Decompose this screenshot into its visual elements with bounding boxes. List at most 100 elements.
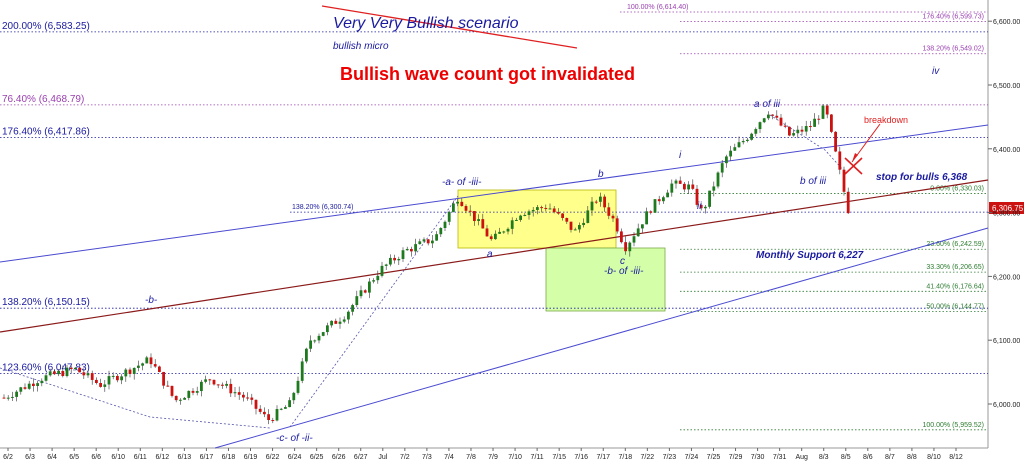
wave-label-minor-b: -b-	[145, 295, 158, 306]
price-tick-label: 6,200.00	[993, 274, 1020, 281]
time-tick-label: Aug	[795, 454, 808, 461]
candle-up	[187, 391, 190, 398]
candle-up	[792, 133, 795, 135]
time-tick-label: 7/16	[574, 454, 588, 461]
candle-up	[389, 258, 392, 265]
candle-down	[91, 373, 94, 380]
candle-down	[830, 114, 833, 131]
candle-down	[99, 383, 102, 387]
candle-down	[250, 398, 253, 400]
time-tick-label: 7/10	[508, 454, 522, 461]
time-tick-label: 6/12	[156, 454, 170, 461]
time-tick-label: 6/27	[354, 454, 368, 461]
candle-up	[15, 392, 18, 397]
candle-up	[368, 282, 371, 293]
candle-down	[603, 197, 606, 208]
candle-down	[53, 371, 56, 374]
candle-down	[242, 395, 245, 398]
candle-up	[276, 409, 279, 420]
candle-down	[565, 218, 568, 222]
candle-down	[175, 396, 178, 400]
candle-up	[439, 228, 442, 234]
candle-up	[528, 211, 531, 215]
candle-up	[435, 234, 438, 240]
candle-up	[502, 231, 505, 232]
candle-up	[103, 384, 106, 386]
candle-down	[771, 115, 774, 116]
candle-down	[364, 290, 367, 292]
wave-label-ii: ii	[697, 201, 702, 212]
fib-level-label: 138.20% (6,300.74)	[292, 204, 354, 211]
candle-down	[238, 392, 241, 395]
time-tick-label: 7/31	[773, 454, 787, 461]
time-tick-label: 6/26	[332, 454, 346, 461]
candle-up	[507, 229, 510, 232]
candle-up	[45, 375, 48, 380]
price-tick-label: 6,100.00	[993, 338, 1020, 345]
fib-level-label: 176.40% (6,599.73)	[923, 13, 985, 20]
candle-up	[372, 280, 375, 281]
price-tick-label: 6,400.00	[993, 147, 1020, 154]
fib-level-label: 200.00% (6,583.25)	[2, 21, 90, 32]
price-tick-label: 6,500.00	[993, 83, 1020, 90]
candle-down	[834, 132, 837, 152]
candle-up	[49, 371, 52, 375]
candle-up	[754, 129, 757, 134]
candle-down	[171, 386, 174, 396]
candle-up	[628, 243, 631, 252]
candle-up	[66, 368, 69, 376]
candle-up	[578, 225, 581, 229]
monthly-support-label: Monthly Support 6,227	[756, 250, 864, 261]
candle-down	[263, 412, 266, 414]
time-tick-label: 7/11	[531, 454, 544, 461]
time-tick-label: 8/7	[885, 454, 895, 461]
candle-down	[784, 126, 787, 127]
candle-up	[763, 118, 766, 122]
candle-down	[154, 364, 157, 366]
candle-down	[595, 202, 598, 203]
candle-up	[582, 223, 585, 225]
candle-up	[738, 142, 741, 147]
fib-level-label: 100.00% (6,614.40)	[627, 4, 689, 11]
candle-down	[620, 231, 623, 242]
time-tick-label: 8/10	[927, 454, 941, 461]
candle-up	[431, 241, 434, 244]
time-tick-label: 7/23	[663, 454, 677, 461]
time-tick-label: 6/13	[178, 454, 192, 461]
candle-up	[742, 141, 745, 142]
time-tick-label: 7/15	[552, 454, 566, 461]
candle-up	[511, 220, 514, 229]
candle-up	[733, 147, 736, 151]
price-tick-label: 6,000.00	[993, 402, 1020, 409]
wave-label-a-of-iii-upper: a of iii	[754, 99, 781, 110]
candle-down	[246, 397, 249, 398]
candle-down	[817, 119, 820, 120]
time-tick-label: 6/24	[288, 454, 302, 461]
candle-up	[452, 204, 455, 212]
candle-up	[645, 211, 648, 224]
time-tick-label: 6/5	[69, 454, 79, 461]
candle-down	[61, 371, 64, 376]
candle-up	[444, 222, 447, 228]
candle-up	[297, 381, 300, 393]
candle-up	[347, 312, 350, 320]
candle-down	[683, 184, 686, 190]
fib-level-label: 33.30% (6,206.65)	[926, 264, 984, 271]
candle-up	[456, 202, 459, 204]
candle-up	[725, 156, 728, 163]
candle-up	[549, 208, 552, 209]
candle-down	[691, 185, 694, 189]
candle-down	[465, 206, 468, 211]
time-tick-label: 7/18	[618, 454, 632, 461]
time-tick-label: 8/8	[907, 454, 917, 461]
candle-up	[124, 370, 127, 377]
candle-up	[448, 212, 451, 222]
candle-up	[591, 202, 594, 211]
fib-level-label: 138.20% (6,549.02)	[923, 46, 985, 53]
candle-down	[561, 214, 564, 218]
candle-up	[284, 407, 287, 409]
candle-up	[57, 371, 60, 374]
candle-up	[288, 400, 291, 407]
time-tick-label: 7/8	[466, 454, 476, 461]
